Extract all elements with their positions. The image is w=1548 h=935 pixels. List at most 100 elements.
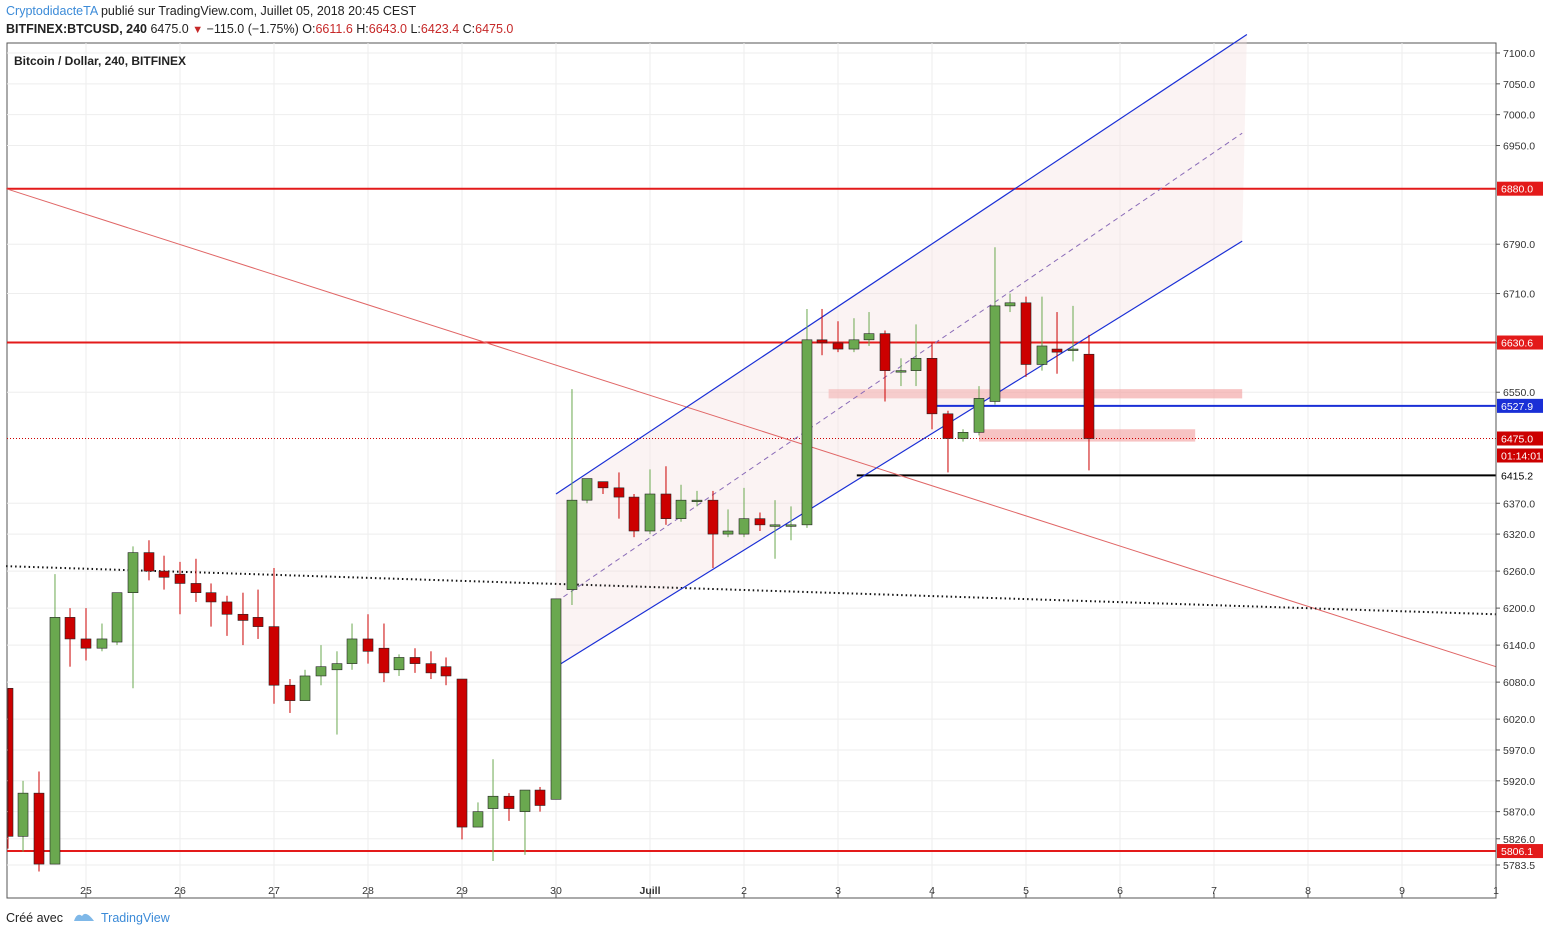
price-tick-label: 5783.5: [1503, 860, 1535, 872]
candle-up: [550, 598, 562, 800]
candle-down: [425, 651, 437, 680]
tradingview-link[interactable]: TradingView: [100, 910, 170, 925]
candle-body: [190, 583, 202, 593]
candle-up: [1036, 296, 1048, 371]
channel: [555, 33, 1248, 668]
candle-down: [440, 657, 452, 686]
candle-up: [346, 623, 358, 670]
candle-body: [644, 493, 656, 532]
candle-down: [174, 561, 186, 615]
channel-upper-line: [555, 33, 1248, 495]
candle-down: [7, 687, 14, 849]
candle-body: [49, 617, 61, 865]
candle-body: [895, 370, 907, 373]
time-tick-label: 5: [1023, 885, 1029, 897]
candle-body: [910, 358, 922, 371]
level-price-label-bg: [1497, 468, 1543, 483]
price-tick-label: 6320.0: [1503, 529, 1535, 541]
channel-fill: [556, 34, 1247, 667]
close-label: C:: [462, 22, 476, 36]
price-tick-label: 6950.0: [1503, 141, 1535, 153]
candle-up: [519, 789, 531, 855]
candle-body: [613, 487, 625, 498]
candle-body: [205, 592, 217, 603]
time-tick-label: 29: [456, 885, 468, 897]
candle-down: [754, 512, 766, 532]
candle-down: [660, 466, 672, 525]
candle-body: [597, 481, 609, 489]
candle-body: [691, 499, 703, 502]
candle-up: [393, 654, 405, 676]
candle-body: [503, 795, 515, 809]
time-tick-label: 6: [1117, 885, 1123, 897]
countdown-label: 01:14:01: [1497, 448, 1543, 463]
candle-up: [111, 592, 123, 646]
price-tick-label: 5870.0: [1503, 807, 1535, 819]
trendline: [6, 565, 1497, 616]
time-tick-label: 2: [741, 885, 747, 897]
countdown-label-bg: [1497, 448, 1543, 463]
price-tick-label: 6710.0: [1503, 289, 1535, 301]
high-value: 6643.0: [368, 22, 407, 36]
candle-up: [863, 312, 875, 346]
candle-body: [832, 342, 844, 350]
candle-body: [346, 638, 358, 664]
candle-up: [331, 651, 343, 735]
time-tick-label: 9: [1399, 885, 1405, 897]
level-price-label-bg: [1497, 398, 1543, 413]
low-value: 6423.4: [420, 22, 460, 36]
author-link[interactable]: CryptodidacteTA: [6, 4, 98, 18]
candle-up: [738, 487, 750, 538]
candle-body: [581, 478, 593, 501]
candle-down: [1083, 334, 1095, 471]
time-tick-label: 28: [362, 885, 374, 897]
candle-down: [597, 481, 609, 495]
candle-up: [17, 780, 29, 852]
candle-down: [237, 592, 249, 646]
candle-up: [644, 469, 656, 535]
high-label: H:: [356, 22, 369, 36]
candle-body: [816, 339, 828, 344]
candle-body: [456, 678, 468, 828]
candle-up: [973, 386, 985, 436]
candle-up: [581, 478, 593, 504]
chart-frame: [6, 42, 1497, 899]
candle-up: [49, 574, 61, 865]
candle-down: [816, 308, 828, 356]
candle-body: [96, 638, 108, 649]
level-price-label-text: 6527.9: [1501, 401, 1533, 413]
trendline: [5, 188, 1497, 668]
candle-up: [769, 500, 781, 559]
candle-body: [1067, 348, 1079, 351]
candle-down: [832, 321, 844, 353]
level-price-label-text: 6415.2: [1501, 470, 1533, 482]
candle-body: [801, 339, 813, 526]
candle-down: [613, 472, 625, 519]
price-tick-label: 6020.0: [1503, 714, 1535, 726]
candle-up: [1004, 293, 1016, 313]
candle-body: [738, 518, 750, 535]
channel-mid-line: [555, 132, 1243, 603]
open-label: O:: [302, 22, 316, 36]
candle-down: [628, 494, 640, 538]
candle-body: [1020, 302, 1032, 365]
candle-down: [284, 679, 296, 713]
candle-down: [534, 786, 546, 812]
last-price-label-text: 6475.0: [1501, 433, 1533, 445]
candle-body: [754, 518, 766, 526]
candle-body: [785, 524, 797, 527]
candle-body: [487, 795, 499, 809]
publication-info: publié sur TradingView.com, Juillet 05, …: [100, 4, 417, 18]
open-value: 6611.6: [315, 22, 353, 36]
down-arrow-icon: ▼: [192, 24, 204, 36]
candle-up: [487, 759, 499, 861]
candle-down: [879, 330, 891, 402]
candle-up: [566, 389, 578, 606]
candle-down: [1051, 312, 1063, 374]
candle-body: [957, 432, 969, 439]
candle-down: [158, 555, 170, 590]
symbol-header: BITFINEX:BTCUSD, 240 6475.0 ▼ −115.0 (−1…: [6, 22, 513, 36]
candle-body: [989, 305, 1001, 402]
candle-down: [926, 342, 938, 430]
